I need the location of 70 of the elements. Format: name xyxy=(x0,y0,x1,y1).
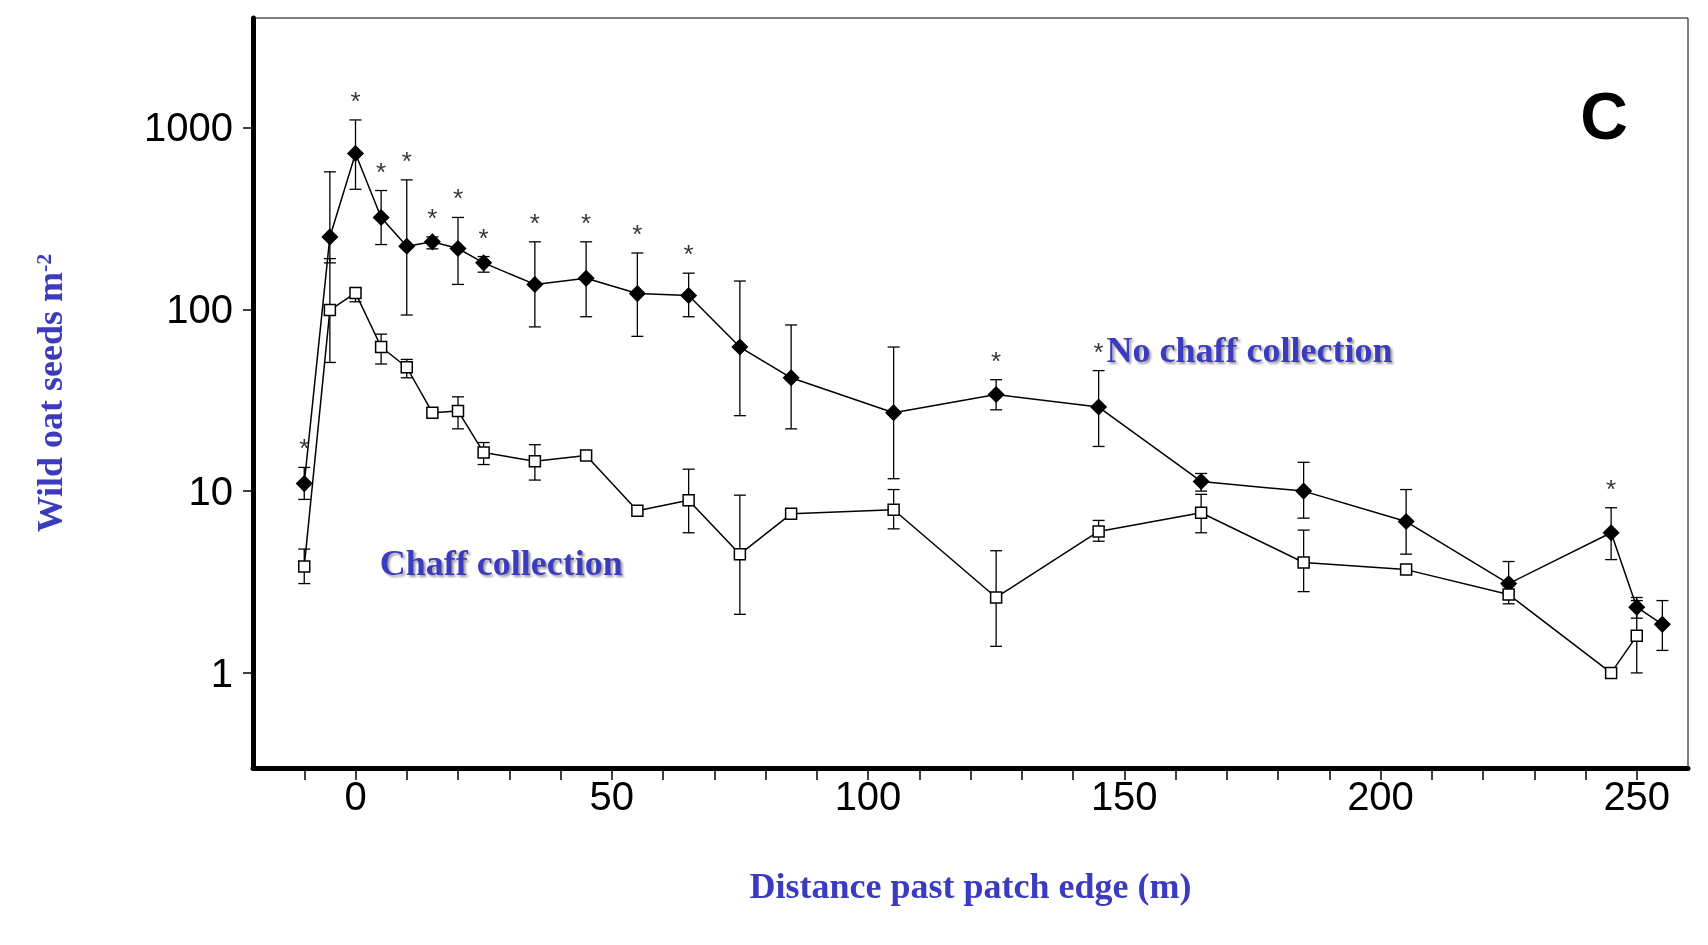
annotation: * xyxy=(478,222,489,253)
annotation: * xyxy=(452,183,464,214)
point xyxy=(631,504,644,517)
annotation: C xyxy=(1580,79,1629,153)
point xyxy=(629,285,646,302)
point xyxy=(526,276,544,293)
point xyxy=(1295,482,1312,500)
x-tick-label: 100 xyxy=(834,774,902,818)
point xyxy=(731,338,749,356)
annotation: * xyxy=(683,239,694,270)
point xyxy=(400,360,413,374)
point xyxy=(1602,524,1620,542)
y-axis-title: Wild oat seeds m-2 xyxy=(30,253,70,533)
y-tick-label: 10 xyxy=(188,469,233,514)
annotation: * xyxy=(299,433,310,464)
point xyxy=(682,494,695,507)
point xyxy=(887,503,900,516)
annotation: * xyxy=(350,85,361,116)
x-tick-label: 150 xyxy=(1090,774,1158,818)
point xyxy=(1399,563,1413,576)
point xyxy=(372,209,390,226)
point xyxy=(321,228,339,246)
point xyxy=(477,446,490,459)
point xyxy=(1630,629,1643,643)
point xyxy=(426,406,439,419)
annotation: * xyxy=(1093,336,1104,367)
point xyxy=(323,303,337,317)
annotation: * xyxy=(401,145,412,176)
point xyxy=(1194,506,1208,520)
point xyxy=(987,386,1005,403)
y-tick-label: 1000 xyxy=(144,105,233,150)
point xyxy=(1502,588,1515,601)
annotation: * xyxy=(427,202,438,233)
point xyxy=(449,240,467,257)
point xyxy=(680,287,697,304)
point xyxy=(733,547,747,561)
point xyxy=(989,591,1003,604)
annotation: * xyxy=(529,207,540,238)
point xyxy=(579,449,593,462)
series-label: No chaff collection xyxy=(1106,329,1393,370)
point xyxy=(298,560,311,573)
point xyxy=(347,145,364,162)
point xyxy=(528,454,542,468)
y-tick-label: 1 xyxy=(210,650,233,695)
point xyxy=(296,475,313,492)
point xyxy=(784,507,798,521)
point xyxy=(1090,398,1107,416)
series-label: Chaff collection xyxy=(379,542,623,583)
annotation: * xyxy=(991,345,1002,376)
x-tick-label: 50 xyxy=(589,774,634,818)
point xyxy=(577,270,595,287)
x-tick-label: 200 xyxy=(1347,774,1414,818)
annotation: * xyxy=(376,156,387,187)
y-tick-label: 100 xyxy=(166,287,233,332)
annotation: * xyxy=(581,207,592,238)
point xyxy=(374,340,388,354)
point xyxy=(1092,525,1105,538)
point xyxy=(1297,556,1310,569)
point xyxy=(1654,616,1671,633)
annotation: * xyxy=(1606,473,1617,504)
x-tick-label: 250 xyxy=(1603,774,1671,818)
point xyxy=(1397,513,1415,530)
point xyxy=(451,404,465,418)
point xyxy=(398,238,415,255)
x-axis-title: Distance past patch edge (m) xyxy=(749,866,1192,906)
point xyxy=(885,404,902,421)
annotation: * xyxy=(632,218,643,249)
point xyxy=(782,369,800,387)
x-tick-label: 0 xyxy=(344,774,367,818)
point xyxy=(1604,666,1618,680)
